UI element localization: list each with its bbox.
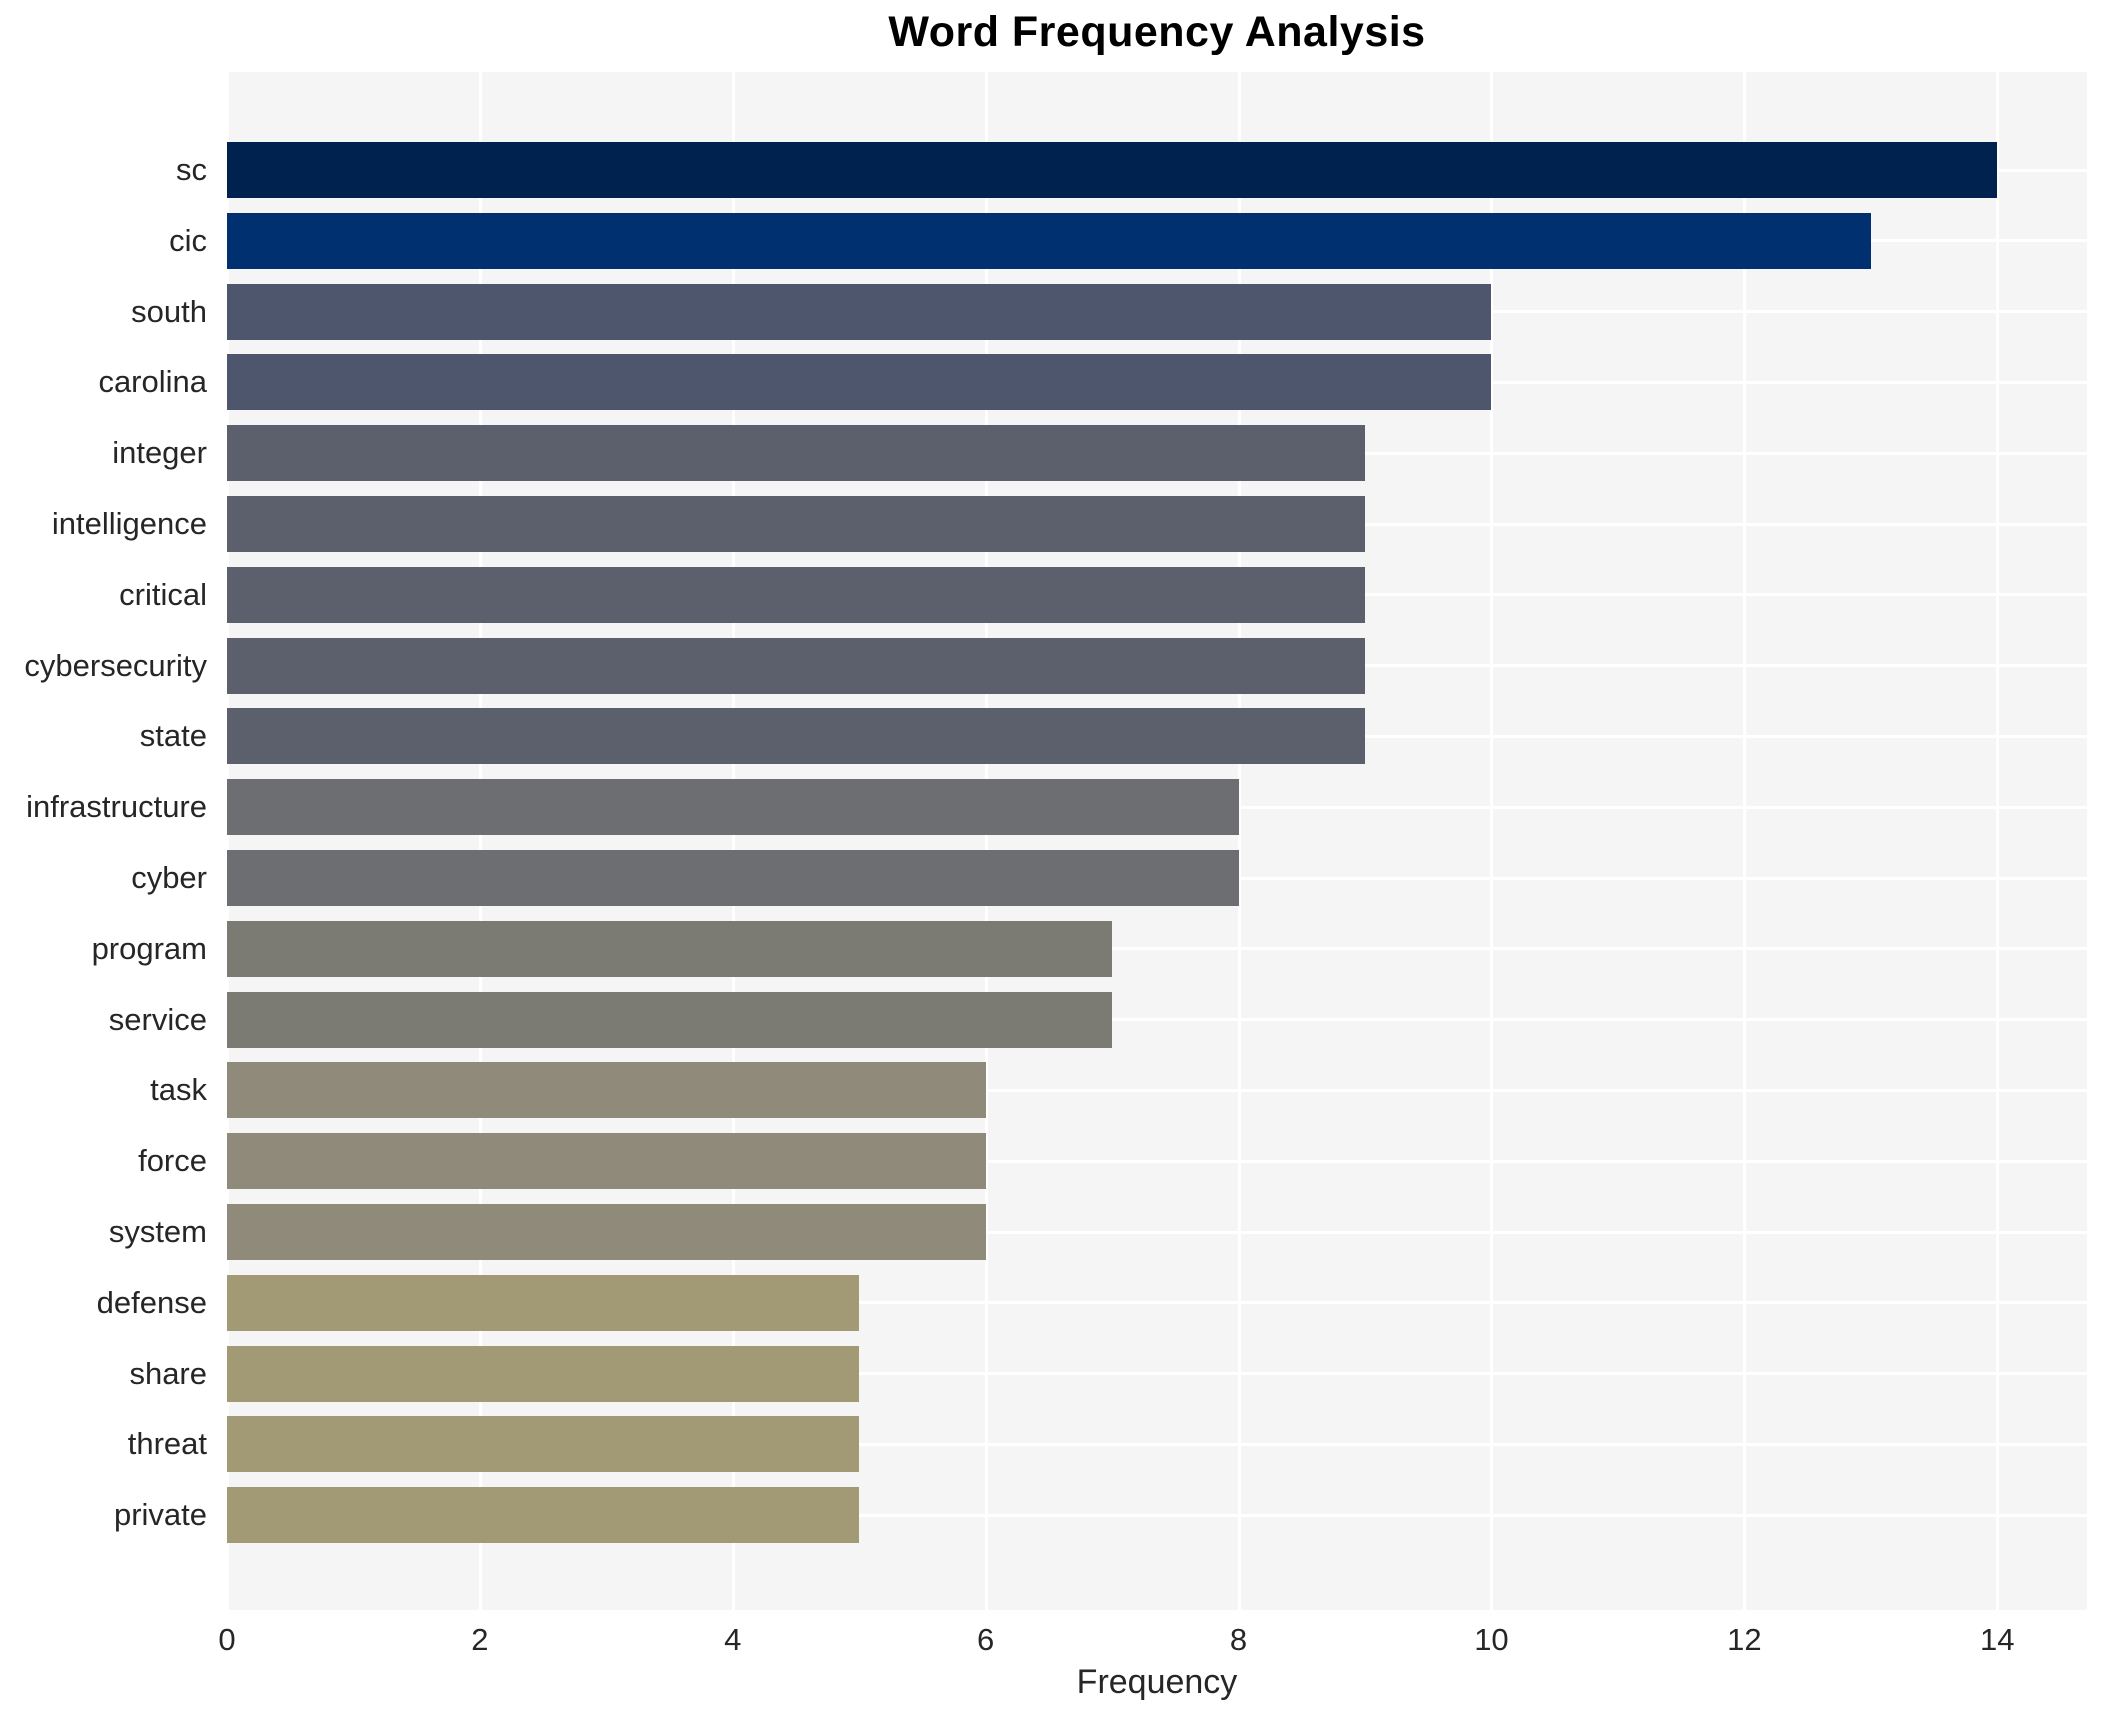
- category-label-cic: cic: [169, 222, 207, 258]
- bar-state: [227, 708, 1365, 765]
- bar-infrastructure: [227, 779, 1239, 836]
- bar-program: [227, 920, 1113, 977]
- bar-system: [227, 1204, 986, 1260]
- y-gridline: [227, 1301, 2087, 1305]
- category-label-integer: integer: [112, 435, 207, 471]
- category-label-force: force: [138, 1143, 207, 1179]
- plot-area: [226, 72, 2087, 1610]
- x-tick-label-6: 6: [977, 1622, 995, 1657]
- x-gridline-8: [1237, 72, 1241, 1610]
- category-label-state: state: [139, 718, 207, 754]
- bar-task: [227, 1062, 986, 1119]
- category-label-south: south: [131, 293, 207, 329]
- y-gridline: [227, 1513, 2087, 1517]
- category-label-threat: threat: [127, 1426, 207, 1462]
- x-tick-label-0: 0: [218, 1622, 236, 1657]
- category-label-carolina: carolina: [98, 364, 207, 400]
- y-gridline: [227, 1159, 2087, 1163]
- x-tick-label-10: 10: [1474, 1622, 1509, 1657]
- category-label-cyber: cyber: [131, 860, 207, 895]
- y-gridline: [227, 1230, 2087, 1234]
- x-gridline-10: [1490, 72, 1494, 1610]
- bar-critical: [227, 566, 1365, 623]
- bar-threat: [227, 1416, 860, 1473]
- x-gridline-14: [1996, 72, 2000, 1610]
- x-tick-label-14: 14: [1979, 1622, 2015, 1657]
- x-gridline-4: [731, 72, 735, 1610]
- bar-force: [227, 1133, 986, 1190]
- category-label-defense: defense: [96, 1284, 207, 1320]
- category-label-program: program: [91, 930, 207, 966]
- x-axis-title: Frequency: [1076, 1663, 1238, 1701]
- y-gridline: [227, 1372, 2087, 1376]
- category-label-cybersecurity: cybersecurity: [24, 647, 207, 683]
- y-gridline: [227, 1088, 2087, 1092]
- bar-cyber: [227, 850, 1239, 906]
- category-label-sc: sc: [176, 152, 207, 187]
- category-label-private: private: [113, 1497, 207, 1533]
- x-gridline-0: [226, 72, 229, 1610]
- bar-share: [227, 1345, 860, 1402]
- y-gridline: [227, 1442, 2087, 1446]
- bar-private: [227, 1487, 860, 1544]
- bar-sc: [227, 142, 1998, 198]
- x-tick-label-8: 8: [1229, 1622, 1248, 1657]
- x-gridline-6: [984, 72, 988, 1610]
- bar-defense: [227, 1274, 860, 1331]
- x-tick-label-4: 4: [724, 1622, 742, 1657]
- category-label-intelligence: intelligence: [51, 506, 207, 541]
- category-label-service: service: [108, 1001, 207, 1037]
- category-label-infrastructure: infrastructure: [26, 789, 207, 825]
- bar-carolina: [227, 354, 1492, 411]
- x-tick-label-2: 2: [471, 1622, 489, 1657]
- x-gridline-2: [478, 72, 482, 1610]
- category-label-critical: critical: [119, 576, 207, 612]
- category-label-share: share: [129, 1355, 207, 1391]
- x-gridline-12: [1743, 72, 1747, 1610]
- bar-integer: [227, 425, 1365, 482]
- y-gridline: [227, 947, 2087, 951]
- bar-service: [227, 991, 1113, 1048]
- category-label-system: system: [108, 1214, 207, 1249]
- x-tick-label-12: 12: [1727, 1622, 1762, 1657]
- bar-intelligence: [227, 496, 1365, 552]
- bar-south: [227, 283, 1492, 340]
- category-label-task: task: [150, 1072, 207, 1108]
- chart-title: Word Frequency Analysis: [888, 8, 1426, 56]
- bar-cic: [227, 212, 1871, 269]
- y-gridline: [227, 1018, 2087, 1022]
- bar-cybersecurity: [227, 637, 1365, 694]
